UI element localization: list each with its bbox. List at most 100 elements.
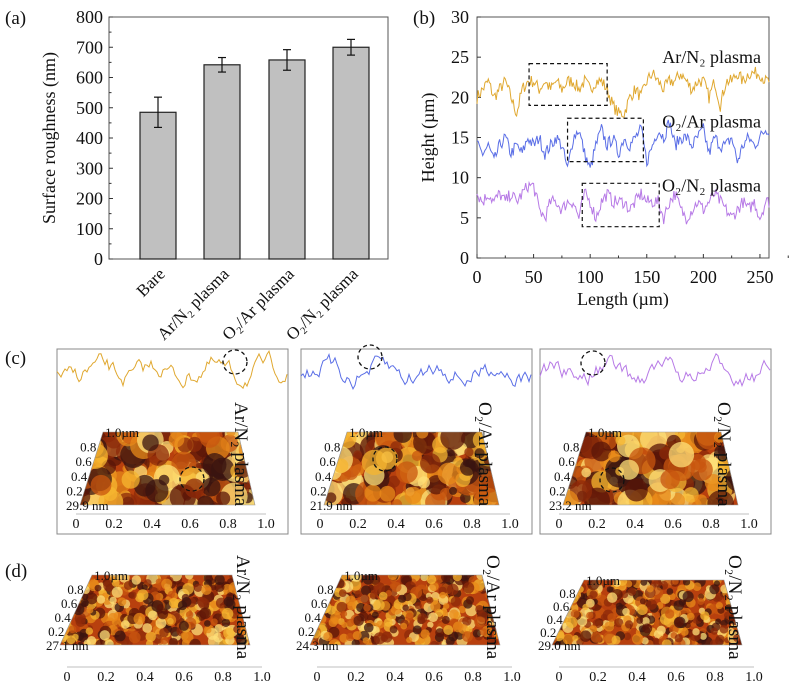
afm-feature	[400, 622, 408, 630]
afm-y-tick-label: 0.4	[55, 610, 72, 625]
afm-feature	[491, 638, 498, 645]
afm-feature	[437, 462, 460, 485]
afm-feature	[383, 618, 393, 627]
afm-feature	[323, 631, 333, 642]
afm-feature	[465, 596, 475, 605]
afm-x-tick-label: 0.2	[105, 517, 123, 532]
afm-feature	[205, 627, 212, 634]
afm-feature	[462, 616, 472, 626]
afm-feature	[347, 601, 356, 611]
afm-x-tick-label: 0	[64, 670, 71, 685]
afm-y-tick-label: 0.8	[324, 440, 340, 455]
afm-feature	[356, 602, 366, 613]
x-axis-label: Length (µm)	[577, 289, 669, 310]
afm-z-scale-label: 24.3 nm	[296, 638, 339, 653]
afm-feature	[700, 611, 710, 621]
afm-feature	[180, 631, 189, 640]
afm-feature	[111, 578, 120, 587]
afm-feature	[613, 580, 621, 587]
afm-feature	[441, 575, 451, 583]
highlight-box	[566, 117, 644, 163]
afm-x-tick-label: 0	[556, 517, 563, 532]
afm-feature	[168, 597, 179, 608]
afm-feature	[121, 470, 140, 489]
afm-feature	[673, 600, 685, 611]
afm-feature	[369, 575, 381, 585]
afm-x-tick-label: 0.6	[181, 517, 199, 532]
afm-x-tick-label: 0.2	[97, 670, 115, 685]
afm-feature	[464, 447, 474, 457]
afm-feature	[354, 590, 362, 598]
y-tick-label: 800	[76, 7, 103, 27]
afm-feature	[452, 621, 464, 633]
y-tick-label: 25	[451, 47, 469, 67]
x-tick-label: 150	[633, 267, 660, 287]
afm-feature	[562, 633, 574, 645]
series-label: Ar/N₂ plasma	[662, 47, 761, 67]
afm-feature	[81, 593, 89, 600]
afm-feature	[683, 487, 699, 503]
afm-feature	[458, 605, 466, 614]
afm-feature	[363, 622, 374, 633]
afm-feature	[447, 583, 459, 596]
afm-feature	[341, 621, 348, 628]
afm-feature	[123, 580, 133, 590]
afm-y-tick-label: 0.2	[549, 483, 565, 498]
afm-z-scale-label: 21.9 nm	[310, 498, 353, 513]
afm-feature	[155, 617, 167, 629]
panel-label-a: (a)	[5, 8, 26, 29]
afm-x-tick-label: 0.2	[349, 517, 367, 532]
afm-feature	[594, 612, 601, 619]
afm-feature	[402, 604, 409, 612]
afm-feature	[353, 450, 363, 460]
bar	[203, 64, 241, 260]
afm-feature	[167, 617, 174, 625]
afm-y-tick-label: 1.0µm	[588, 425, 622, 440]
afm-feature	[474, 448, 485, 459]
afm-feature	[85, 592, 98, 605]
afm-feature	[168, 637, 178, 645]
afm-outline	[562, 431, 739, 506]
afm-feature	[221, 607, 234, 620]
afm-feature	[168, 432, 185, 448]
afm-feature	[591, 441, 612, 462]
afm-feature	[660, 593, 671, 605]
afm-y-tick-label: 1.0µm	[349, 425, 383, 440]
afm-feature	[181, 639, 190, 645]
afm-y-tick-label: 0.8	[80, 440, 96, 455]
afm-feature	[86, 606, 94, 614]
afm-feature	[692, 628, 700, 636]
y-tick-label: 20	[451, 87, 469, 107]
series-line	[476, 66, 770, 118]
afm-feature	[587, 580, 600, 591]
afm-feature	[715, 634, 725, 645]
afm-feature	[60, 579, 66, 589]
afm-outline	[79, 431, 256, 506]
afm-feature	[435, 628, 445, 638]
afm-y-tick-label: 0.6	[553, 599, 570, 614]
afm-x-tick-label: 0.6	[425, 670, 443, 685]
afm-feature	[653, 580, 662, 588]
afm-feature	[556, 580, 565, 585]
afm-feature	[624, 478, 648, 502]
afm-feature	[449, 486, 458, 495]
afm-feature	[94, 584, 102, 592]
x-tick-label: 100	[577, 267, 604, 287]
afm-feature	[379, 485, 396, 502]
afm-feature	[618, 459, 640, 480]
afm-feature	[128, 631, 141, 644]
afm-feature	[430, 600, 441, 612]
afm-feature	[656, 625, 666, 635]
afm-feature	[725, 604, 733, 612]
y-tick-label: 0	[460, 248, 469, 268]
y-axis-label: Surface roughness (nm)	[39, 52, 60, 224]
profile-line	[56, 350, 288, 390]
series-line	[476, 119, 770, 168]
highlight-circle	[580, 350, 606, 376]
panel-label-b: (b)	[413, 8, 435, 29]
afm-feature	[145, 479, 169, 503]
